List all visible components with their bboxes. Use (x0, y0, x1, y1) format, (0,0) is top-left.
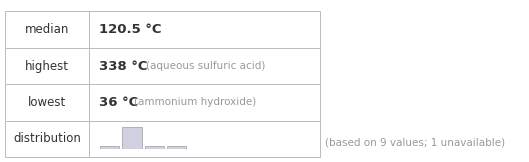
Text: median: median (25, 23, 69, 36)
Text: distribution: distribution (13, 132, 81, 145)
Bar (167, 146, 186, 149)
Bar (100, 146, 119, 149)
Bar (122, 127, 141, 149)
Text: (aqueous sulfuric acid): (aqueous sulfuric acid) (146, 61, 265, 71)
Text: 120.5 °C: 120.5 °C (99, 23, 162, 36)
Text: highest: highest (25, 59, 69, 73)
Bar (145, 146, 164, 149)
Bar (5, 11, 320, 157)
Text: 36 °C: 36 °C (99, 96, 139, 109)
Text: (ammonium hydroxide): (ammonium hydroxide) (134, 98, 256, 107)
Text: 338 °C: 338 °C (99, 59, 148, 73)
Text: (based on 9 values; 1 unavailable): (based on 9 values; 1 unavailable) (325, 138, 506, 148)
Text: lowest: lowest (28, 96, 66, 109)
